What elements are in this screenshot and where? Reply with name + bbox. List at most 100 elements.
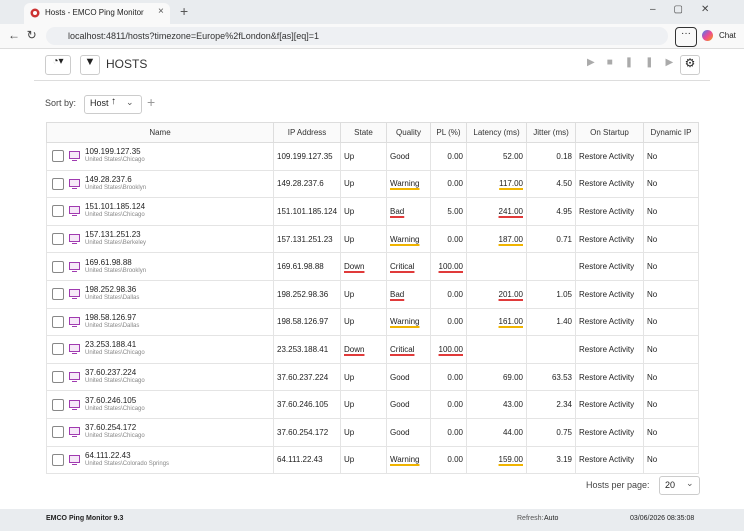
quality: Warning <box>390 317 420 327</box>
name-cell: 23.253.188.41 United States\Chicago <box>46 335 274 364</box>
host-icon <box>69 178 80 189</box>
packet-loss-cell: 0.00 <box>430 445 467 475</box>
column-header[interactable]: State <box>340 122 387 143</box>
quality-cell: Bad <box>386 279 431 309</box>
jitter-cell: 0.18 <box>526 142 576 171</box>
checkbox[interactable] <box>52 177 64 190</box>
new-tab[interactable]: + <box>180 3 189 19</box>
on-startup-cell: Restore Activity <box>575 307 644 337</box>
host-row[interactable]: 37.60.246.105 United States\Chicago 37.60.… <box>46 390 699 419</box>
state: Up <box>344 289 355 299</box>
host-row[interactable]: 151.101.185.124 United States\Chicago 151.… <box>46 197 699 226</box>
view-button[interactable]: ◔▾ <box>45 55 71 75</box>
column-header[interactable]: PL (%) <box>430 122 467 143</box>
checkbox[interactable] <box>52 205 64 218</box>
quality: Warning <box>390 179 420 189</box>
name-cell: 37.60.237.224 United States\Chicago <box>46 362 274 392</box>
jitter-cell: 4.50 <box>526 169 576 199</box>
latency-cell: 69.00 <box>466 362 527 392</box>
host-name-block: 151.101.185.124 United States\Chicago <box>85 202 145 220</box>
host-row[interactable]: 198.58.126.97 United States\Dallas 198.58.… <box>46 307 699 337</box>
host-name: 169.61.98.88 <box>85 257 132 267</box>
dynamic-ip-cell: No <box>643 362 699 392</box>
host-row[interactable]: 169.61.98.88 United States\Brooklyn 169.61… <box>46 252 699 281</box>
dynamic-ip: No <box>647 372 658 382</box>
host-row[interactable]: 37.60.254.172 United States\Chicago 37.60.… <box>46 417 699 447</box>
latency-cell: 159.00 <box>466 445 527 475</box>
host-name: 151.101.185.124 <box>85 202 146 212</box>
name-cell: 37.60.254.172 United States\Chicago <box>46 417 274 447</box>
column-header[interactable]: Dynamic IP <box>643 122 699 143</box>
host-row[interactable]: 149.28.237.6 United States\Brooklyn 149.28… <box>46 169 699 199</box>
per-page-select[interactable] <box>659 476 700 495</box>
name-cell: 169.61.98.88 United States\Brooklyn <box>46 252 274 281</box>
state: Up <box>344 427 355 437</box>
ip-address: 23.253.188.41 <box>273 335 341 364</box>
tab[interactable] <box>24 3 170 24</box>
quality-cell: Warning <box>386 169 431 199</box>
host-row[interactable]: 37.60.237.224 United States\Chicago 37.60.… <box>46 362 699 392</box>
quality: Warning <box>390 455 420 465</box>
dynamic-ip: No <box>647 427 658 437</box>
host-name-block: 198.252.98.36 United States\Dallas <box>85 285 139 303</box>
sort-chevron[interactable]: ⌄ <box>126 97 134 107</box>
checkbox[interactable] <box>52 233 64 246</box>
host-location: United States\Berkeley <box>85 240 147 247</box>
window-controls[interactable]: –▢✕ <box>650 4 728 15</box>
filter-button[interactable]: ▼ <box>80 55 100 75</box>
playback-buttons[interactable]: ▶■❚❚▶ <box>587 57 686 68</box>
latency-cell <box>466 252 527 281</box>
jitter: 63.53 <box>551 372 572 382</box>
column-header[interactable]: Latency (ms) <box>466 122 527 143</box>
jitter: 1.05 <box>556 289 572 299</box>
per-page-chevron[interactable]: ⌄ <box>686 478 694 488</box>
host-row[interactable]: 109.199.127.35 United States\Chicago 109.1… <box>46 142 699 171</box>
host-location: United States\Dallas <box>85 295 140 302</box>
column-header[interactable]: Name <box>46 122 274 143</box>
address-bar[interactable] <box>46 27 668 45</box>
host-location: United States\Colorado Springs <box>85 460 170 467</box>
settings-button[interactable]: ⚙ <box>680 55 700 75</box>
checkbox[interactable] <box>52 453 64 466</box>
menu-button[interactable]: ··· <box>675 27 697 47</box>
host-row[interactable]: 23.253.188.41 United States\Chicago 23.253… <box>46 335 699 364</box>
checkbox[interactable] <box>52 260 64 273</box>
ip-address: 169.61.98.88 <box>273 252 341 281</box>
add-sort[interactable]: + <box>147 94 156 110</box>
sort-direction[interactable]: ↑ <box>111 96 116 107</box>
quality-cell: Bad <box>386 197 431 226</box>
host-row[interactable]: 157.131.251.23 United States\Berkeley 157.… <box>46 224 699 254</box>
host-icon <box>69 427 80 438</box>
latency: 52.00 <box>502 151 523 161</box>
state-cell: Up <box>340 197 387 226</box>
on-startup: Restore Activity <box>579 372 635 382</box>
latency: 187.00 <box>498 234 523 244</box>
state: Up <box>344 206 355 216</box>
packet-loss-cell: 0.00 <box>430 390 467 419</box>
column-header[interactable]: Jitter (ms) <box>526 122 576 143</box>
packet-loss: 100.00 <box>438 262 463 272</box>
dynamic-ip-cell: No <box>643 197 699 226</box>
host-row[interactable]: 64.111.22.43 United States\Colorado Sprin… <box>46 445 699 475</box>
column-header[interactable]: On Startup <box>575 122 644 143</box>
checkbox[interactable] <box>52 150 64 163</box>
checkbox[interactable] <box>52 288 64 301</box>
checkbox[interactable] <box>52 371 64 384</box>
dynamic-ip: No <box>647 206 658 216</box>
jitter-cell <box>526 252 576 281</box>
dynamic-ip: No <box>647 455 658 465</box>
host-row[interactable]: 198.252.98.36 United States\Dallas 198.252… <box>46 279 699 309</box>
sort-select[interactable] <box>84 95 142 114</box>
packet-loss-cell: 0.00 <box>430 169 467 199</box>
checkbox[interactable] <box>52 398 64 411</box>
column-header[interactable]: Quality <box>386 122 431 143</box>
nav-buttons[interactable]: ← ↻ <box>8 28 37 42</box>
column-header[interactable]: IP Address <box>273 122 341 143</box>
tab-close[interactable]: × <box>158 6 164 17</box>
copilot-icon[interactable] <box>702 30 713 41</box>
chat-label[interactable]: Chat <box>719 31 736 40</box>
checkbox[interactable] <box>52 315 64 328</box>
host-icon <box>69 151 80 162</box>
checkbox[interactable] <box>52 426 64 439</box>
checkbox[interactable] <box>52 343 64 356</box>
